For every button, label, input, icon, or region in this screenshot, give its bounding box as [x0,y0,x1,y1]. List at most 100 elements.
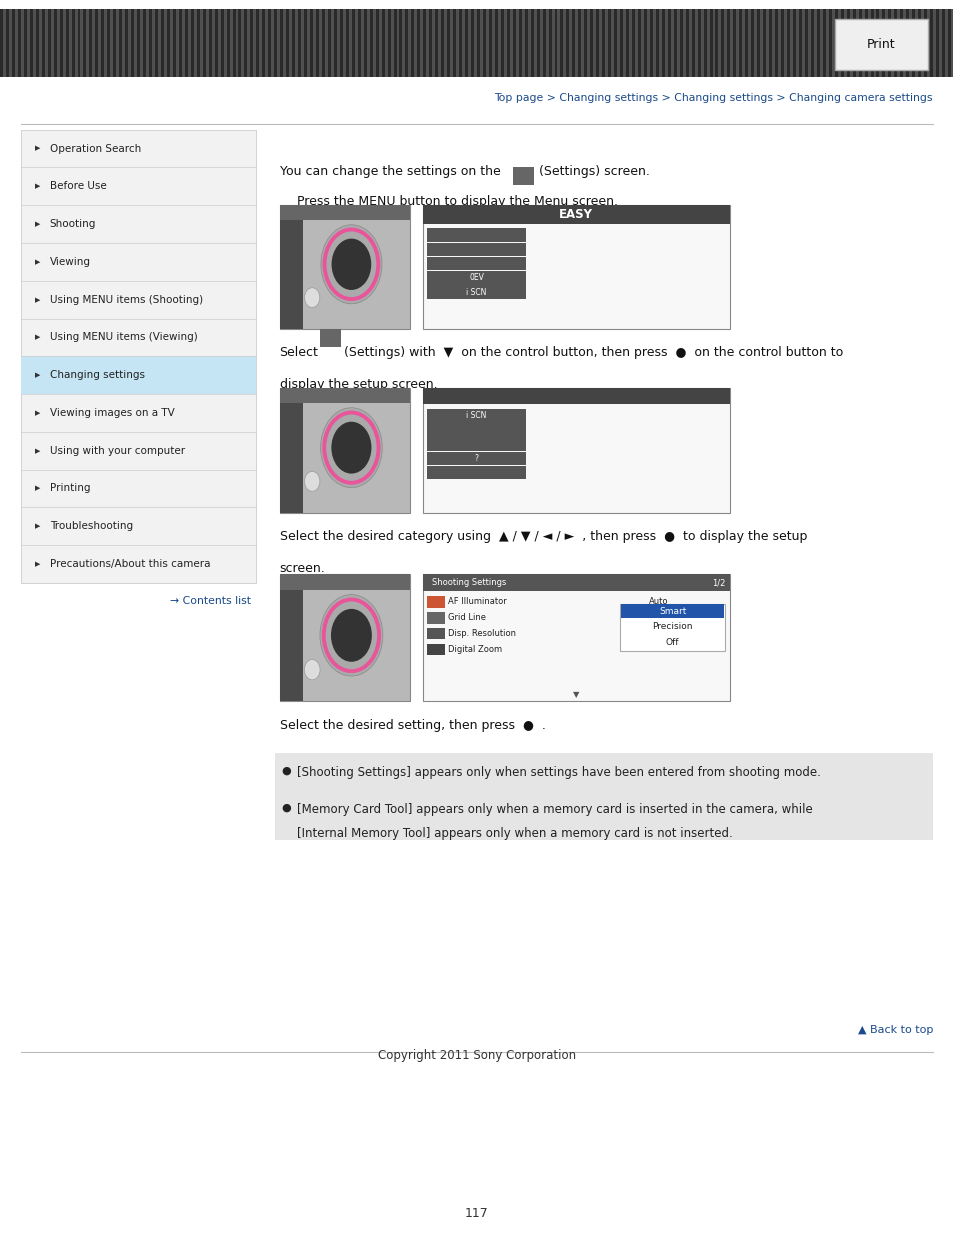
Bar [798,9,801,77]
Text: ●: ● [281,766,291,776]
Bar [652,9,655,77]
Bar [837,9,840,77]
Bar [831,9,834,77]
Bar [861,9,863,77]
Bar [447,9,450,77]
Text: Viewing: Viewing [50,257,91,267]
Text: Troubleshooting: Troubleshooting [50,521,132,531]
Circle shape [332,238,371,290]
Bar [271,9,274,77]
Bar [492,9,495,77]
Bar [947,9,950,77]
Bar [279,388,410,513]
Bar [697,9,700,77]
Bar [938,9,941,77]
Bar [95,9,98,77]
Bar [304,9,307,77]
Bar [649,9,652,77]
Bar [111,9,113,77]
Bar [381,9,384,77]
Bar [876,9,879,77]
Bar [161,9,164,77]
Text: 1/2: 1/2 [711,578,724,587]
Bar [182,9,185,77]
Bar [427,242,525,257]
Bar [352,9,355,77]
Text: Off: Off [648,614,660,622]
Bar [427,272,525,285]
Bar [849,9,852,77]
Bar [786,9,789,77]
Bar [206,9,209,77]
Bar [804,9,807,77]
Bar [900,9,902,77]
Bar [279,574,410,701]
Bar [315,9,318,77]
Text: Printing: Printing [50,483,90,494]
Bar [476,9,479,77]
Bar [247,9,250,77]
Text: ▶: ▶ [35,448,41,453]
Text: EASY: EASY [558,207,593,221]
Bar [39,9,42,77]
Bar [774,9,778,77]
Bar [819,9,821,77]
Text: ▶: ▶ [35,221,41,227]
Bar [709,9,712,77]
Bar [941,9,944,77]
Bar [816,9,819,77]
Bar [673,9,676,77]
Bar [279,388,410,403]
Bar [429,9,432,77]
Bar [557,9,559,77]
Bar [845,9,849,77]
Bar [572,9,575,77]
Bar [601,9,604,77]
Bar [736,9,739,77]
Bar [220,9,223,77]
Bar [56,9,59,77]
Bar [456,9,458,77]
Bar [667,9,670,77]
Bar [279,205,303,329]
Bar [944,9,947,77]
Bar [131,9,134,77]
Bar [292,9,294,77]
Text: Grid Line: Grid Line [448,614,486,622]
Bar [422,205,729,224]
Bar [482,9,485,77]
Bar [551,9,554,77]
Bar [422,574,729,701]
Bar [533,9,536,77]
Bar [923,9,926,77]
Bar [908,9,911,77]
Bar [893,9,897,77]
Bar [342,9,345,77]
Bar [113,9,116,77]
Bar [536,9,539,77]
Text: (Settings) screen.: (Settings) screen. [538,165,649,179]
Bar [643,9,646,77]
Bar [235,9,238,77]
Bar [825,9,828,77]
Bar [69,9,71,77]
Text: Off: Off [665,638,679,647]
Bar [427,228,525,242]
Bar [771,9,774,77]
Bar [256,9,259,77]
Bar [730,9,733,77]
Bar [471,9,474,77]
Bar [427,643,444,656]
Bar [140,9,143,77]
Bar [783,9,786,77]
Bar [83,9,87,77]
Bar [378,9,381,77]
Bar [405,9,408,77]
Bar [158,9,161,77]
Text: ▶: ▶ [35,410,41,416]
Bar [427,466,525,479]
Bar [801,9,804,77]
Bar [349,9,352,77]
Bar [393,9,396,77]
Bar [15,9,18,77]
